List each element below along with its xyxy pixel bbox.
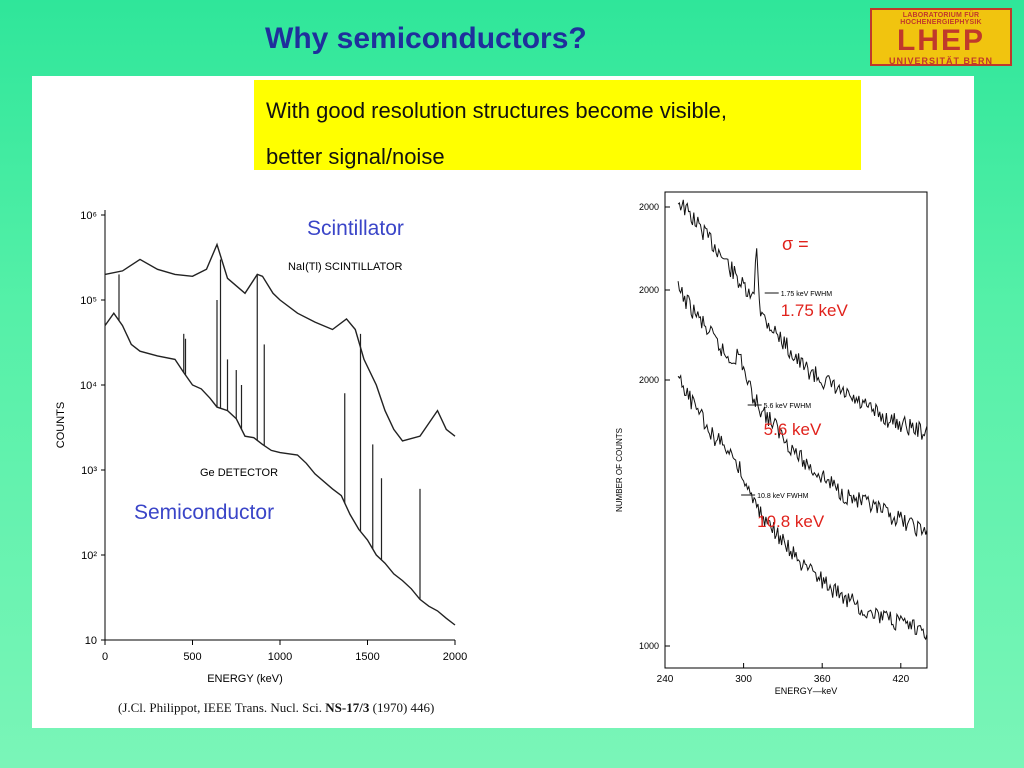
x-tick-label: 0 [102,651,108,663]
y-tick-label: 10² [81,550,97,562]
annotation-sigma: σ = [782,234,809,254]
spectrum-chart: 0 500 1000 1500 2000 10 10² 10³ 10⁴ 10⁵ 10⁶ ENERGY … [55,210,467,685]
series-label-nai: NaI(Tl) SCINTILLATOR [288,261,403,273]
x-tick-label: 360 [814,674,831,685]
y-tick-label: 2000 [639,285,659,295]
note-line-2: better signal/noise [266,144,445,169]
y-axis-label: NUMBER OF COUNTS [615,428,624,512]
citation: (J.Cl. Philippot, IEEE Trans. Nucl. Sci.… [118,700,434,716]
slide-title: Why semiconductors? [265,22,587,55]
spectrum-curve-3 [677,374,928,641]
y-tick-label: 10⁶ [80,210,97,222]
x-axis-label: ENERGY (keV) [207,673,283,685]
annotation-semiconductor: Semiconductor [134,501,274,524]
logo-line2: LHEP [896,24,985,57]
plot-frame [664,191,928,669]
x-tick-label: 300 [735,674,752,685]
resolution-label: 10.8 keV [757,512,825,531]
logo-line1: LABORATORIUM FÜR HOCHENERGIEPHYSIK [900,12,982,26]
note-line-1: With good resolution structures become v… [266,98,727,123]
content-panel [32,76,974,728]
annotation-scintillator: Scintillator [307,217,404,240]
y-tick-label: 10⁴ [80,380,97,392]
y-tick-label: 10⁵ [80,295,97,307]
x-tick-label: 1500 [355,651,379,663]
spectrum-curve-2 [677,281,928,537]
series-line-2 [104,311,456,626]
series-label-ge: Ge DETECTOR [200,467,278,479]
lhep-logo: LABORATORIUM FÜR HOCHENERGIEPHYSIK LHEP … [870,8,1012,66]
x-tick-label: 240 [657,674,674,685]
x-tick-label: 420 [892,674,909,685]
fwhm-label: 5.6 keV FWHM [764,403,812,410]
x-tick-label: 1000 [268,651,292,663]
spectrum-curve-1 [677,199,928,440]
citation-pre: (J.Cl. Philippot, IEEE Trans. Nucl. Sci. [118,700,326,715]
y-tick-label: 10³ [81,465,97,477]
series-line-1 [104,242,456,442]
resolution-label: 5.6 keV [764,420,822,439]
resolution-label: 1.75 keV [781,301,849,320]
fwhm-label: 10.8 keV FWHM [757,493,809,500]
highlight-note: With good resolution structures become v… [254,80,861,170]
y-tick-label: 2000 [639,375,659,385]
y-tick-label: 10 [85,635,97,647]
y-axis-label: COUNTS [55,402,67,448]
resolution-chart: 240 300 360 420 2000 2000 2000 1000 ENERGY—keV NU… [615,191,928,696]
y-tick-label: 1000 [639,641,659,651]
logo-line3: UNIVERSITÄT BERN [888,56,993,66]
citation-bold: NS-17/3 [325,700,370,715]
x-tick-label: 500 [183,651,201,663]
citation-post: (1970) 446) [369,700,435,715]
fwhm-label: 1.75 keV FWHM [781,291,833,298]
x-tick-label: 2000 [443,651,467,663]
x-axis-label: ENERGY—keV [775,686,838,696]
y-tick-label: 2000 [639,202,659,212]
